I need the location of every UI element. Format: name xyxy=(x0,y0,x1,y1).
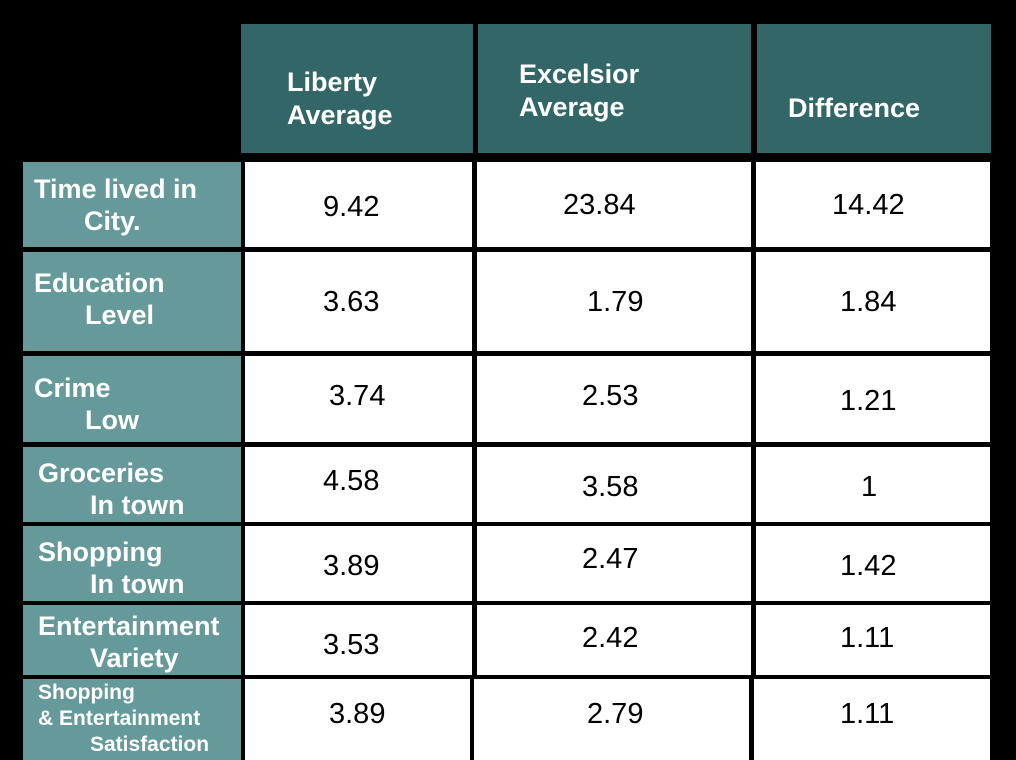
cell-value: 1.79 xyxy=(587,286,644,318)
cell-education-liberty: 3.63 xyxy=(245,252,472,351)
column-header-line: Average xyxy=(287,100,393,130)
cell-entertainment-liberty: 3.53 xyxy=(245,605,472,675)
row-label-line: In town xyxy=(90,490,185,520)
cell-value: 2.47 xyxy=(582,543,639,575)
cell-shopping-difference: 1.42 xyxy=(756,526,990,601)
row-label-line: Crime xyxy=(34,373,111,403)
cell-satisfaction-difference: 1.11 xyxy=(754,679,990,760)
cell-value: 3.89 xyxy=(329,698,386,730)
cell-groceries-excelsior: 3.58 xyxy=(477,447,751,522)
cell-value: 1.84 xyxy=(840,286,897,318)
row-label-line: Time lived in xyxy=(34,174,198,204)
cell-value: 1 xyxy=(861,471,878,503)
cell-value: 3.53 xyxy=(323,629,380,661)
row-label-line: In town xyxy=(90,569,185,599)
column-header-line: Average xyxy=(519,92,625,122)
row-label-line: City. xyxy=(84,206,141,236)
column-header-difference: Difference xyxy=(757,24,991,153)
row-label-line: Education xyxy=(34,268,165,298)
row-label-line: Groceries xyxy=(38,458,165,488)
cell-time-difference: 14.42 xyxy=(756,162,990,247)
cell-time-liberty: 9.42 xyxy=(245,162,472,247)
row-label-line: Level xyxy=(85,300,155,330)
row-label-line: & Entertainment xyxy=(38,707,201,730)
row-label-line: Entertainment xyxy=(38,611,220,641)
row-label-line: Shopping xyxy=(38,537,163,567)
cell-value: 14.42 xyxy=(832,189,905,221)
cell-value: 2.53 xyxy=(582,380,639,412)
column-header-liberty-average: Liberty Average xyxy=(241,24,473,153)
column-header-line: Excelsior xyxy=(519,59,640,89)
row-label-line: Satisfaction xyxy=(90,733,210,756)
column-header-line: Difference xyxy=(788,93,921,123)
row-label-shopping: Shopping In town xyxy=(23,526,241,601)
row-label-time-lived: Time lived in City. xyxy=(23,162,241,247)
cell-value: 1.11 xyxy=(840,622,895,654)
column-header-line: Liberty xyxy=(287,67,378,97)
column-header-excelsior-average: Excelsior Average xyxy=(478,24,751,153)
cell-value: 2.79 xyxy=(587,698,644,730)
cell-value: 3.89 xyxy=(323,550,380,582)
cell-crime-difference: 1.21 xyxy=(756,356,990,442)
cell-crime-liberty: 3.74 xyxy=(245,356,472,442)
cell-crime-excelsior: 2.53 xyxy=(477,356,751,442)
cell-satisfaction-liberty: 3.89 xyxy=(245,679,470,760)
cell-value: 1.42 xyxy=(840,550,897,582)
cell-shopping-excelsior: 2.47 xyxy=(477,526,751,601)
cell-value: 3.63 xyxy=(323,286,380,318)
cell-value: 23.84 xyxy=(563,189,636,221)
cell-shopping-liberty: 3.89 xyxy=(245,526,472,601)
row-label-satisfaction: Shopping & Entertainment Satisfaction xyxy=(23,679,241,760)
cell-groceries-liberty: 4.58 xyxy=(245,447,472,522)
cell-value: 1.11 xyxy=(840,698,895,730)
row-label-crime: Crime Low xyxy=(23,356,241,442)
cell-value: 2.42 xyxy=(582,622,639,654)
cell-satisfaction-excelsior: 2.79 xyxy=(474,679,749,760)
cell-value: 9.42 xyxy=(323,191,380,223)
cell-education-difference: 1.84 xyxy=(756,252,990,351)
cell-entertainment-excelsior: 2.42 xyxy=(477,605,751,675)
cell-entertainment-difference: 1.11 xyxy=(756,605,990,675)
cell-groceries-difference: 1 xyxy=(756,447,990,522)
cell-time-excelsior: 23.84 xyxy=(477,162,751,247)
row-label-line: Low xyxy=(85,405,139,435)
row-label-line: Shopping xyxy=(38,681,135,704)
cell-value: 1.21 xyxy=(840,385,897,417)
row-label-groceries: Groceries In town xyxy=(23,447,241,522)
row-label-entertainment: Entertainment Variety xyxy=(23,605,241,675)
row-label-education: Education Level xyxy=(23,252,241,351)
cell-value: 3.58 xyxy=(582,471,639,503)
row-label-line: Variety xyxy=(90,643,179,673)
cell-education-excelsior: 1.79 xyxy=(477,252,751,351)
cell-value: 3.74 xyxy=(329,380,386,412)
cell-value: 4.58 xyxy=(323,465,380,497)
